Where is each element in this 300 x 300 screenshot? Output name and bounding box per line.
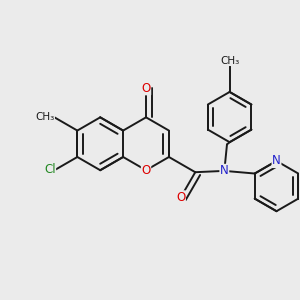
Text: O: O <box>141 82 151 95</box>
Text: O: O <box>141 164 151 177</box>
Text: CH₃: CH₃ <box>220 56 239 65</box>
Text: N: N <box>220 164 229 177</box>
Text: N: N <box>272 154 281 167</box>
Text: O: O <box>176 191 185 204</box>
Text: CH₃: CH₃ <box>35 112 54 122</box>
Text: Cl: Cl <box>44 163 56 176</box>
